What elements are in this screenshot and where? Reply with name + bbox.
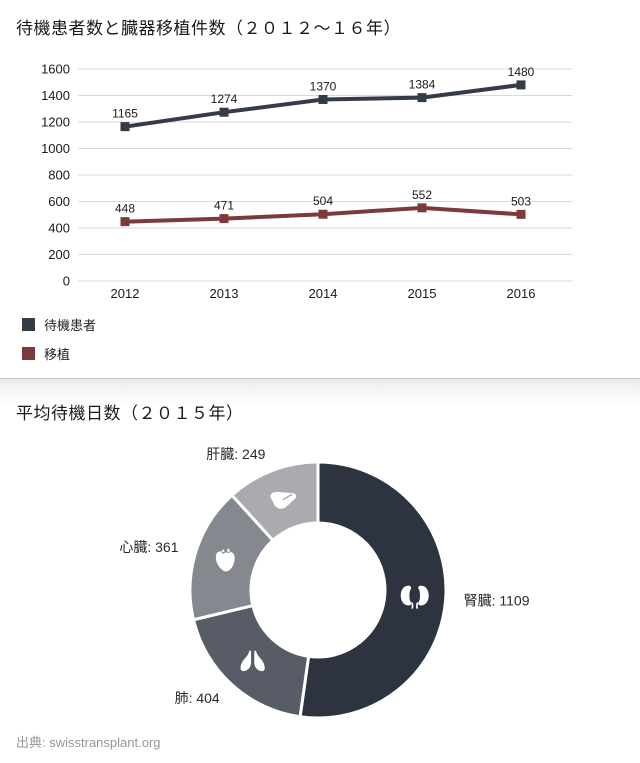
data-point-marker[interactable]	[318, 209, 328, 219]
liver-icon	[270, 491, 297, 509]
data-point-label: 503	[511, 194, 531, 208]
data-point-label: 448	[115, 202, 135, 216]
legend-label: 待機患者	[44, 318, 97, 333]
data-point-marker[interactable]	[120, 217, 130, 227]
lungs-icon	[240, 650, 265, 672]
x-axis-tick-label: 2013	[210, 286, 239, 301]
legend-swatch	[22, 347, 35, 360]
data-point-label: 552	[412, 188, 432, 202]
data-point-label: 504	[313, 194, 333, 208]
data-point-marker[interactable]	[219, 214, 229, 224]
data-point-label: 1370	[310, 79, 337, 93]
x-axis-tick-label: 2012	[111, 286, 140, 301]
y-axis-tick-label: 200	[48, 247, 70, 262]
data-point-marker[interactable]	[516, 80, 526, 90]
y-axis-tick-label: 0	[63, 274, 70, 289]
data-point-label: 1384	[409, 78, 436, 92]
line-chart: 0 200 400 600 800 1000 1200 1400 1600 2012 2013 201…	[41, 62, 572, 301]
lungs-icon-glyph	[240, 650, 265, 672]
data-point-label: 471	[214, 199, 234, 213]
donut-segment-label: 肝臓: 249	[206, 446, 265, 462]
data-point-label: 1165	[112, 107, 138, 121]
data-point-marker[interactable]	[219, 107, 229, 117]
donut-segment-label: 腎臓: 1109	[464, 592, 530, 608]
y-axis-tick-label: 1200	[41, 115, 70, 130]
donut-segment-label: 心臓: 361	[119, 539, 178, 555]
legend: 待機患者 移植	[22, 315, 96, 373]
y-axis-tick-label: 800	[48, 168, 70, 183]
donut-segment-label: 肺: 404	[175, 690, 220, 706]
heart-icon	[215, 548, 235, 572]
x-axis-tick-label: 2016	[507, 286, 536, 301]
data-point-marker[interactable]	[318, 94, 328, 104]
legend-swatch	[22, 318, 35, 331]
y-axis-tick-label: 1600	[41, 62, 70, 77]
data-point-label: 1480	[508, 65, 535, 79]
heart-icon-glyph	[215, 548, 235, 572]
y-axis-tick-label: 400	[48, 221, 70, 236]
donut-chart: 腎臓: 1109 肺: 404 心臓: 361 肝臓: 249	[119, 446, 530, 720]
x-axis-tick-label: 2015	[408, 286, 437, 301]
legend-label: 移植	[44, 347, 71, 362]
donut-chart-title: 平均待機日数（２０１５年）	[16, 404, 244, 423]
y-axis-tick-label: 1400	[41, 88, 70, 103]
kidney-icon	[400, 585, 429, 609]
kidney-icon-glyph	[400, 585, 429, 609]
waiting-days-chart-section: 平均待機日数（２０１５年） 腎臓: 1109 肺: 404 心臓: 361 肝臓: 2…	[0, 378, 640, 763]
data-point-marker[interactable]	[417, 93, 427, 103]
source-attribution: 出典: swisstransplant.org	[16, 735, 161, 750]
y-axis-tick-label: 600	[48, 194, 70, 209]
data-point-label: 1274	[211, 92, 238, 106]
x-axis-tick-label: 2014	[309, 286, 338, 301]
y-axis-tick-label: 1000	[41, 141, 70, 156]
legend-item-transplants[interactable]: 移植	[22, 344, 96, 363]
data-point-marker[interactable]	[417, 203, 427, 213]
line-chart-title: 待機患者数と臓器移植件数（２０１２～１６年）	[16, 19, 401, 38]
donut-segment[interactable]	[298, 460, 448, 720]
data-point-marker[interactable]	[516, 209, 526, 219]
data-point-marker[interactable]	[120, 122, 130, 132]
liver-notch	[282, 493, 293, 501]
legend-item-waiting-patients[interactable]: 待機患者	[22, 315, 96, 334]
